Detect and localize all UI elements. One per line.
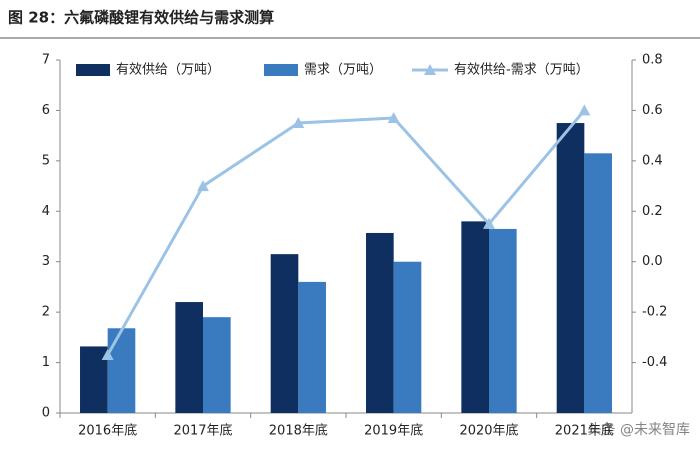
y-tick-label: 5 <box>42 153 50 168</box>
y-tick-label: 6 <box>42 103 50 118</box>
bar <box>556 123 585 414</box>
x-tick-label: 2018年底 <box>269 423 328 439</box>
marker <box>292 117 305 129</box>
bar <box>461 221 489 413</box>
bar <box>366 232 394 413</box>
y-tick-label: 3 <box>42 254 50 269</box>
x-tick-label: 2021年底 <box>555 423 614 439</box>
marker <box>578 104 591 116</box>
bar <box>489 228 517 413</box>
bar <box>203 317 231 413</box>
bar <box>298 281 326 413</box>
y-tick-label: 2 <box>42 305 50 320</box>
y2-tick-label: 0.0 <box>642 254 663 269</box>
legend-label: 有效供给（万吨） <box>116 63 220 78</box>
y2-tick-label: -0.4 <box>642 355 667 370</box>
legend-marker <box>424 64 436 75</box>
line <box>106 109 586 356</box>
bar <box>584 153 612 414</box>
x-tick-label: 2019年底 <box>364 423 423 439</box>
y2-tick-label: -0.2 <box>642 305 667 320</box>
y-tick-label: 0 <box>42 406 50 421</box>
x-tick-label: 2017年底 <box>173 423 232 439</box>
y2-tick-label: 0.4 <box>642 153 663 168</box>
y2-tick-label: 0.6 <box>642 103 663 118</box>
y-tick-label: 4 <box>42 204 50 219</box>
legend-swatch <box>264 64 298 76</box>
y2-tick-label: 0.2 <box>642 204 663 219</box>
legend-swatch <box>76 64 110 76</box>
y-tick-label: 1 <box>42 355 50 370</box>
bar <box>80 346 108 413</box>
marker <box>387 111 400 123</box>
bar <box>393 261 422 413</box>
legend-label: 需求（万吨） <box>304 63 382 78</box>
x-tick-label: 2020年底 <box>459 423 518 439</box>
y-tick-label: 7 <box>42 53 50 68</box>
marker <box>101 349 114 361</box>
x-tick-label: 2016年底 <box>78 423 137 439</box>
legend-label: 有效供给-需求（万吨） <box>454 63 589 78</box>
bar <box>270 254 299 413</box>
y2-tick-label: 0.8 <box>642 53 663 68</box>
bar <box>175 302 203 413</box>
marker <box>483 217 495 229</box>
watermark: 头条 @未来智库 <box>588 421 690 438</box>
bar <box>107 328 136 413</box>
chart-title: 图 28：六氟磷酸锂有效供给与需求测算 <box>8 9 274 27</box>
marker <box>197 180 209 192</box>
